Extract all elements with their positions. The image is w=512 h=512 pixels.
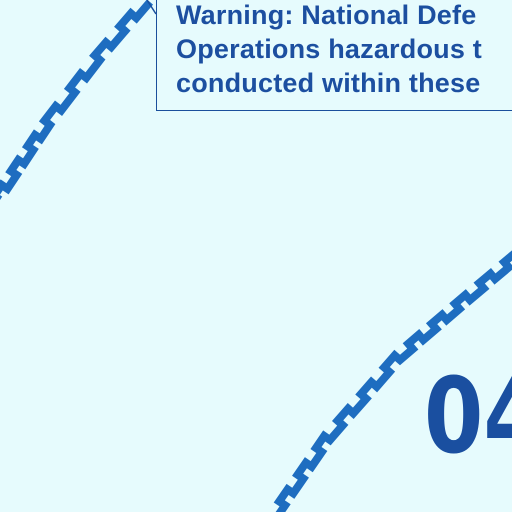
warning-note-line-1: Warning: National Defe bbox=[176, 0, 477, 30]
warning-note-box bbox=[156, 0, 512, 111]
boundary-zigzag-upper bbox=[0, 0, 154, 200]
area-number-label: 04 bbox=[424, 355, 512, 477]
boundary-zigzag-lower bbox=[273, 250, 512, 512]
note-leader-line bbox=[146, 0, 157, 15]
warning-note-line-2: Operations hazardous t bbox=[176, 34, 482, 64]
warning-note-line-3: conducted within these bbox=[176, 68, 481, 98]
